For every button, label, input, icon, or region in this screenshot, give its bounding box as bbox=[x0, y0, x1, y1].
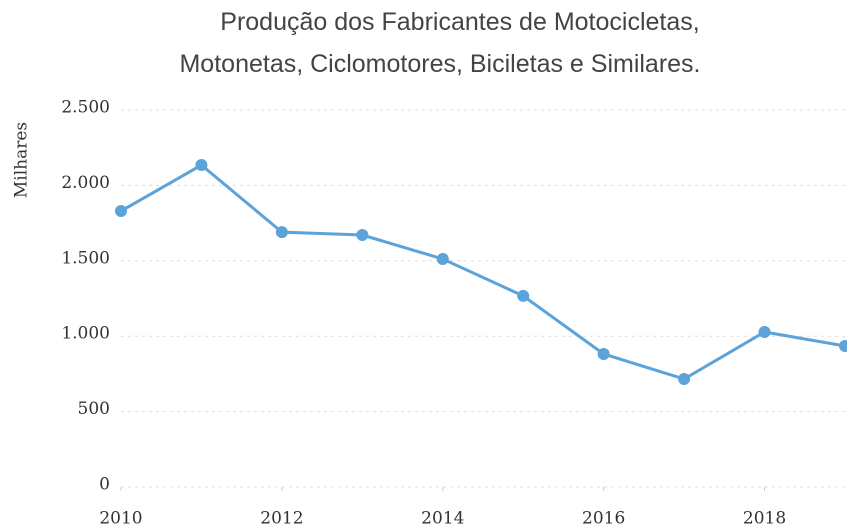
point bbox=[678, 373, 691, 386]
point bbox=[195, 159, 208, 172]
chart-title: Produção dos Fabricantes de Motocicletas… bbox=[220, 8, 699, 36]
point bbox=[517, 289, 530, 302]
point bbox=[275, 226, 288, 239]
point bbox=[758, 325, 771, 338]
x-tick-label: 2014 bbox=[421, 509, 464, 529]
y-tick-label: 0 bbox=[99, 475, 110, 495]
y-tick-label: 2.000 bbox=[61, 173, 110, 193]
y-tick-label: 2.500 bbox=[61, 98, 110, 118]
y-tick-label: 1.500 bbox=[61, 248, 110, 268]
line bbox=[120, 163, 846, 381]
point bbox=[115, 205, 127, 218]
point bbox=[839, 340, 847, 353]
x-tick-label: 2012 bbox=[260, 509, 303, 529]
chart-title: Motonetas, Ciclomotores, Biciletas e Sim… bbox=[179, 50, 700, 78]
point bbox=[356, 229, 369, 242]
y-axis-label: Milhares bbox=[12, 122, 32, 198]
x-tick-label: 2010 bbox=[99, 509, 142, 529]
x-tick-label: 2018 bbox=[743, 509, 786, 529]
y-tick-label: 500 bbox=[78, 399, 110, 419]
point bbox=[436, 252, 449, 265]
y-tick-label: 1.000 bbox=[61, 324, 110, 344]
point bbox=[597, 347, 610, 360]
x-tick-label: 2016 bbox=[582, 509, 625, 529]
